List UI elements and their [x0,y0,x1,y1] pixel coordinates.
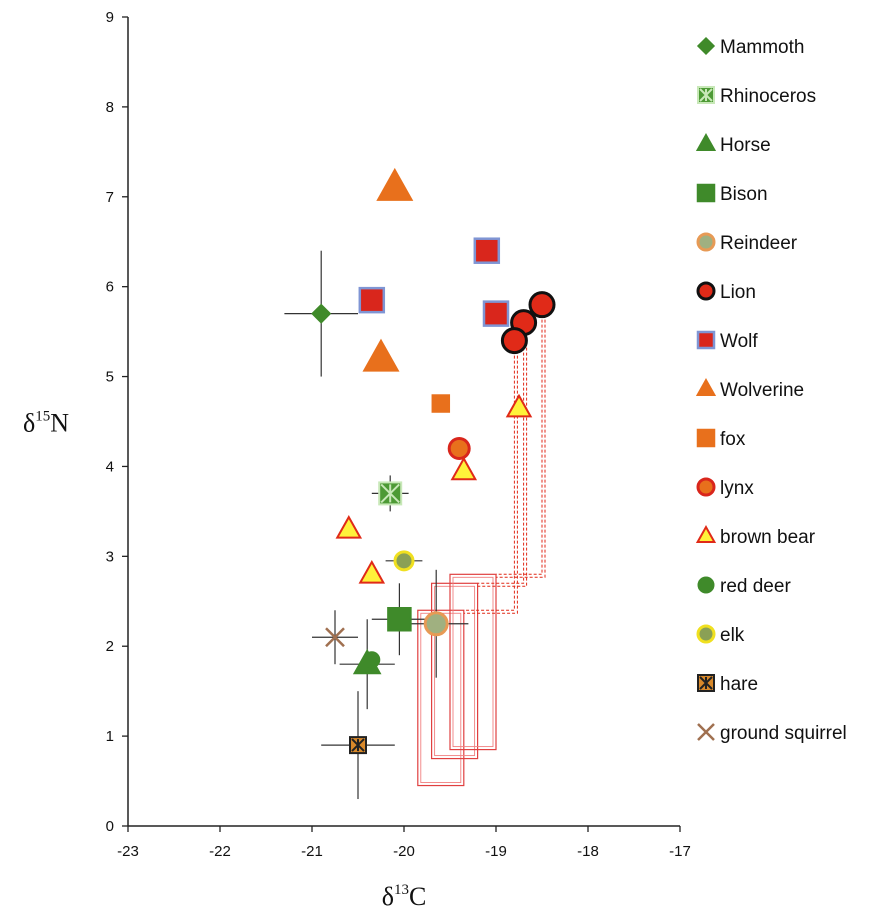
legend-marker-rhinoceros-cross [699,88,713,102]
mammoth-point [311,303,332,324]
rhinoceros-point-cross [380,483,400,504]
legend-marker-horse [695,133,717,152]
brown-bear-point [335,515,363,539]
legend-label-wolverine: Wolverine [720,380,804,401]
y-tick-label: 1 [106,728,114,745]
y-tick-label: 9 [106,9,114,26]
legend: Mammoth Rhinoceros Horse Bison Reindeer Lion W… [695,36,847,744]
wolf-point [482,300,510,327]
lion-point [500,327,528,355]
fox-point [431,394,451,413]
x-tick-label: -21 [301,843,323,860]
legend-label-lion: Lion [720,282,756,303]
legend-label-fox: fox [720,429,746,450]
y-ticks: 0 1 2 3 4 5 6 7 8 9 [106,9,128,835]
wolverine-point [362,338,400,372]
range-box-inner [420,612,462,784]
bison-point [387,607,412,632]
y-axis-title-tail: N [50,409,69,438]
range-box [417,609,465,787]
legend-marker-lynx [696,477,716,497]
brown-bear-point [358,559,386,584]
connector-line [496,304,546,578]
range-boxes [417,573,497,787]
x-tick-label: -19 [485,843,507,860]
legend-label-mammoth: Mammoth [720,37,804,58]
brown-bear-point [450,456,478,481]
legend-label-hare: hare [720,674,758,695]
range-box-inner [434,585,476,757]
legend-label-wolf: Wolf [720,331,758,352]
legend-label-ground-squirrel: ground squirrel [720,723,847,744]
y-axis-title-base: δ [23,409,35,438]
reindeer-point [423,611,449,637]
x-tick-label: -23 [117,843,139,860]
legend-marker-elk [696,624,716,644]
y-axis-title: δ15N [23,409,69,438]
y-tick-label: 3 [106,548,114,565]
red-deer-point [363,651,381,669]
y-axis-title-sup: 15 [35,409,50,425]
wolverine-point [376,167,414,201]
legend-marker-bison [696,183,716,203]
hare-point-cross [351,738,365,752]
lynx-point [447,436,471,460]
legend-label-horse: Horse [720,135,771,156]
x-tick-label: -22 [209,843,231,860]
range-box-inner [452,576,494,748]
legend-marker-red-deer [697,576,715,594]
legend-marker-hare-cross [699,676,713,690]
legend-label-reindeer: Reindeer [720,233,798,254]
wolf-point [358,286,386,314]
legend-label-bison: Bison [720,184,768,205]
legend-label-rhinoceros: Rhinoceros [720,86,816,107]
y-tick-label: 5 [106,369,114,386]
legend-marker-lion [696,281,716,301]
x-tick-label: -17 [669,843,691,860]
x-axis-title-sup: 13 [394,882,409,898]
x-axis-title-base: δ [382,882,394,911]
legend-marker-wolf [696,330,716,350]
legend-marker-ground-squirrel [697,723,715,741]
x-axis-title-tail: C [409,882,426,911]
y-tick-label: 8 [106,99,114,116]
legend-marker-wolverine [695,378,717,397]
legend-label-elk: elk [720,625,745,646]
y-tick-label: 7 [106,189,114,206]
connector-line [477,322,525,584]
legend-label-lynx: lynx [720,478,754,499]
legend-marker-mammoth [696,36,716,56]
x-ticks: -23 -22 -21 -20 -19 -18 -17 [117,826,691,860]
legend-label-brown-bear: brown bear [720,527,816,548]
lion-point [528,291,556,319]
data-points [311,167,556,755]
elk-point [393,550,415,572]
y-tick-label: 4 [106,458,114,475]
y-tick-label: 2 [106,638,114,655]
connector-lines [463,304,546,614]
x-axis-title: δ13C [382,882,427,911]
connector-line [477,322,528,587]
connector-line [496,304,543,575]
legend-marker-fox [696,428,716,448]
ground-squirrel-point [325,627,345,648]
x-tick-label: -18 [577,843,599,860]
y-tick-label: 6 [106,279,114,296]
error-bars [284,250,469,800]
range-box [449,573,497,751]
wolf-point [473,237,501,264]
legend-marker-brown-bear [695,525,717,544]
range-box [431,582,479,760]
y-tick-label: 0 [106,818,114,835]
x-tick-label: -20 [393,843,415,860]
legend-marker-reindeer [696,232,716,252]
axes: -23 -22 -21 -20 -19 -18 -17 0 1 2 3 4 5 6 7 8 9 [106,9,691,860]
brown-bear-point [505,393,533,418]
connector-line [463,340,518,614]
legend-label-red-deer: red deer [720,576,791,597]
